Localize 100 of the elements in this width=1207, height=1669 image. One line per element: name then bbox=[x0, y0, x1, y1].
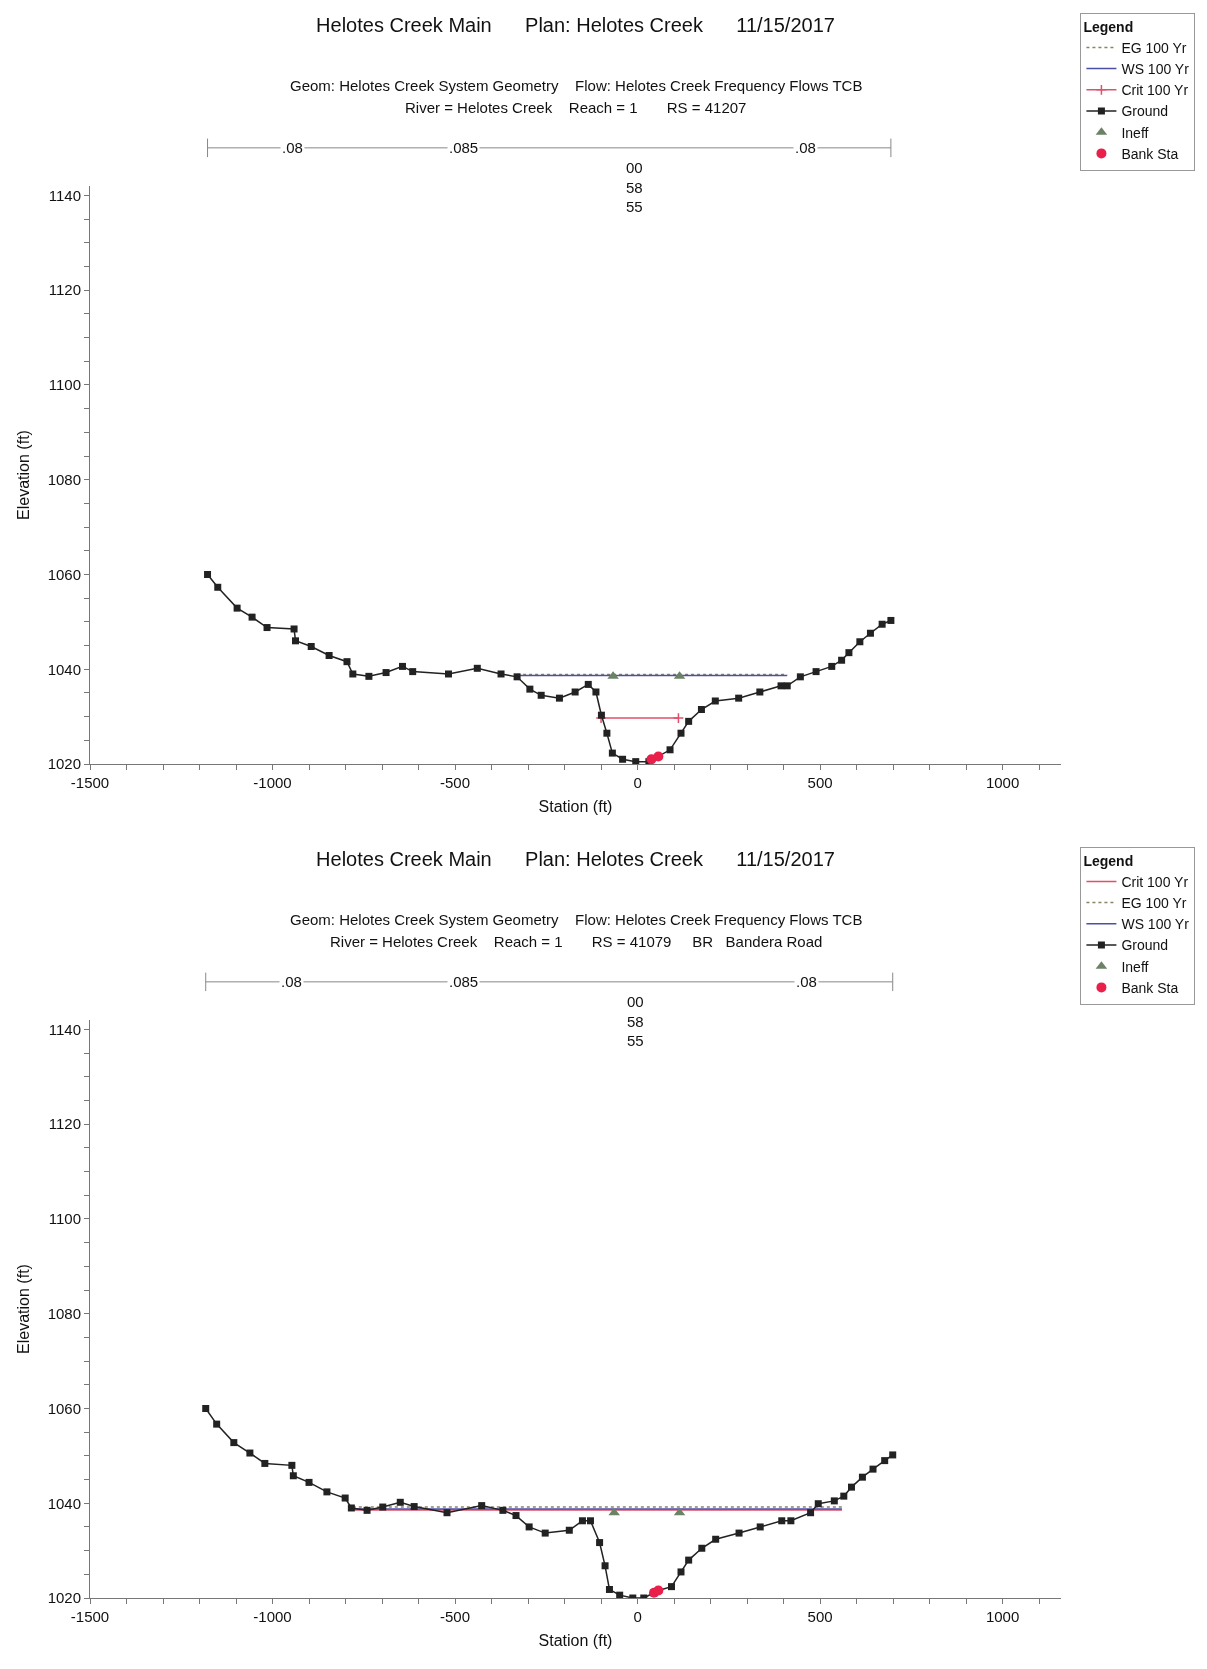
point bbox=[756, 688, 764, 696]
point bbox=[565, 1526, 573, 1534]
point bbox=[584, 680, 592, 688]
point bbox=[878, 620, 886, 628]
chart-title: Helotes Creek Main Plan: Helotes Creek 11/15/2017 bbox=[316, 848, 835, 871]
point bbox=[735, 1529, 743, 1537]
point bbox=[677, 1568, 685, 1576]
point bbox=[698, 1544, 706, 1552]
legend-label: Ground bbox=[1121, 103, 1169, 120]
point bbox=[685, 717, 693, 725]
point bbox=[847, 1483, 855, 1491]
point bbox=[578, 1517, 586, 1525]
y-tick-label: 1120 bbox=[48, 281, 81, 299]
point bbox=[838, 656, 846, 664]
point bbox=[856, 638, 864, 646]
chart-subtitle: Geom: Helotes Creek System Geometry Flow: Helotes Creek Frequency Flows TCB River = Helotes Creek Reach = 1 RS = 41207 bbox=[290, 77, 863, 116]
point bbox=[571, 688, 579, 696]
point bbox=[711, 697, 719, 705]
legend-label: Ineff bbox=[1121, 958, 1149, 975]
y-tick-label: 1040 bbox=[47, 660, 81, 678]
x-axis-title: Station (ft) bbox=[538, 1631, 613, 1649]
point bbox=[525, 1523, 533, 1531]
point bbox=[497, 670, 505, 678]
point bbox=[814, 1500, 822, 1508]
y-tick-label: 1100 bbox=[48, 1210, 81, 1228]
point bbox=[292, 637, 300, 645]
point bbox=[840, 1492, 848, 1500]
point bbox=[248, 613, 256, 621]
point bbox=[712, 1535, 720, 1543]
point bbox=[586, 1517, 594, 1525]
y-tick-label: 1140 bbox=[48, 186, 81, 204]
y-axis-title: Elevation (ft) bbox=[14, 1264, 32, 1354]
point bbox=[305, 1478, 313, 1486]
point bbox=[214, 583, 222, 591]
point bbox=[341, 1494, 349, 1502]
text: .08 bbox=[281, 973, 302, 990]
point bbox=[409, 668, 417, 676]
point bbox=[349, 670, 357, 678]
point bbox=[672, 712, 685, 724]
y-tick-label: 1080 bbox=[47, 470, 81, 488]
point bbox=[513, 673, 521, 681]
legend-label: Bank Sta bbox=[1121, 145, 1179, 162]
point bbox=[512, 1512, 520, 1520]
legend-title: Legend bbox=[1083, 18, 1134, 35]
x-tick-label: -1500 bbox=[70, 774, 110, 791]
point bbox=[347, 1504, 355, 1512]
point bbox=[619, 755, 627, 763]
point bbox=[845, 649, 853, 657]
point bbox=[555, 694, 563, 702]
point bbox=[592, 688, 600, 696]
point bbox=[616, 1591, 624, 1598]
y-tick-label: 1080 bbox=[47, 1304, 81, 1322]
point bbox=[233, 604, 241, 612]
point bbox=[443, 1509, 451, 1517]
point bbox=[697, 706, 705, 714]
y-tick-label: 1020 bbox=[47, 1589, 81, 1607]
point bbox=[478, 1502, 486, 1510]
point bbox=[869, 1465, 877, 1473]
point bbox=[325, 652, 333, 660]
point bbox=[812, 668, 820, 676]
point bbox=[290, 625, 298, 633]
y-tick-label: 1060 bbox=[47, 1399, 81, 1417]
legend-title: Legend bbox=[1083, 852, 1134, 869]
point bbox=[596, 1539, 604, 1547]
point bbox=[608, 1507, 620, 1516]
point bbox=[289, 1472, 297, 1480]
legend-label: Crit 100 Yr bbox=[1121, 873, 1189, 890]
x-tick-label: -500 bbox=[440, 774, 471, 791]
point bbox=[608, 749, 616, 757]
legend-label: Bank Sta bbox=[1121, 979, 1179, 996]
point bbox=[887, 616, 895, 624]
annotation: 00 58 55 bbox=[627, 993, 644, 1049]
x-tick-label: 500 bbox=[807, 1608, 833, 1625]
x-tick-label: 0 bbox=[633, 1608, 642, 1625]
x-tick-label: -500 bbox=[440, 1608, 471, 1625]
point bbox=[379, 1503, 387, 1511]
point bbox=[668, 1583, 675, 1591]
point bbox=[685, 1556, 693, 1564]
y-tick-label: 1040 bbox=[47, 1494, 81, 1512]
point bbox=[499, 1506, 507, 1514]
point bbox=[603, 729, 611, 737]
point bbox=[632, 758, 640, 764]
point bbox=[666, 746, 674, 754]
point bbox=[246, 1449, 254, 1457]
y-tick-label: 1020 bbox=[47, 755, 81, 773]
x-tick-label: 1000 bbox=[985, 1608, 1020, 1625]
x-tick-label: 0 bbox=[633, 774, 642, 791]
point bbox=[828, 662, 836, 670]
point bbox=[473, 664, 481, 672]
point bbox=[343, 658, 351, 666]
point bbox=[263, 624, 271, 632]
point bbox=[363, 1506, 371, 1514]
annotation: 00 58 55 bbox=[626, 159, 643, 215]
legend-label: WS 100 Yr bbox=[1121, 916, 1190, 933]
x-tick-label: 1000 bbox=[985, 774, 1020, 791]
point bbox=[881, 1457, 889, 1465]
point bbox=[365, 672, 373, 680]
text: .08 bbox=[282, 139, 303, 156]
point bbox=[830, 1497, 838, 1505]
point bbox=[756, 1523, 764, 1531]
